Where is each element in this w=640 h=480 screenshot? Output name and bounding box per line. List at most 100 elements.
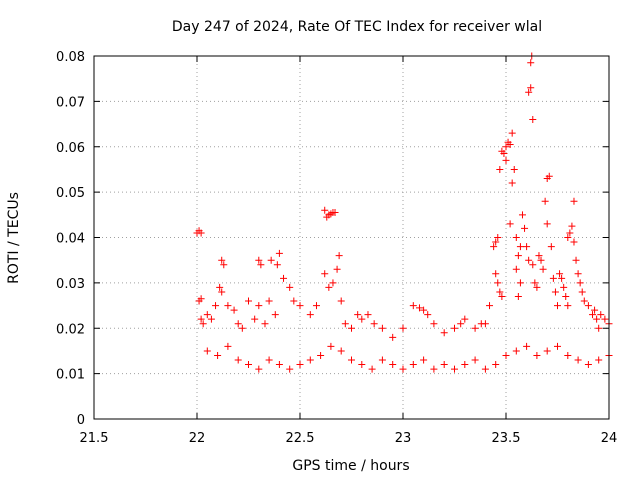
data-point [531,279,539,287]
data-point [525,256,533,264]
data-point [525,88,533,96]
data-point [576,279,584,287]
data-point [502,143,510,151]
data-point [440,361,448,369]
x-tick-label: 23 [395,431,412,446]
data-point [286,365,294,373]
data-point [409,361,417,369]
data-point [230,306,238,314]
data-point [527,84,535,92]
x-tick-labels: 21.5 22 22.5 23 23.5 24 [80,431,618,446]
data-point [321,270,329,278]
data-point [440,329,448,337]
data-point [593,315,601,323]
x-tick-label: 23.5 [492,431,521,446]
data-point [535,252,543,260]
data-point [529,261,537,269]
data-point [378,324,386,332]
data-point [506,220,514,228]
y-tick-label: 0.06 [56,141,85,156]
data-point [543,220,551,228]
data-point [514,252,522,260]
data-point [574,356,582,364]
data-point [203,311,211,319]
data-point [512,265,520,273]
data-point [518,211,526,219]
data-point [275,361,283,369]
data-point [554,342,561,350]
data-point [216,283,224,291]
data-point [354,311,362,319]
data-points [193,52,613,373]
data-point [420,306,428,314]
data-point [424,311,432,319]
data-point [207,315,215,323]
data-point [461,361,469,369]
data-point [471,356,479,364]
data-point [574,270,582,278]
data-point [541,197,549,205]
data-point [514,292,522,300]
data-point [572,256,580,264]
data-point [399,324,407,332]
data-point [370,320,378,328]
data-point [312,302,320,310]
data-point [523,243,531,251]
data-point [364,311,372,319]
data-point [516,279,524,287]
data-point [197,229,205,237]
data-point [584,361,592,369]
grid [94,56,609,419]
data-point [378,356,386,364]
data-point [537,256,545,264]
data-point [498,292,506,300]
data-point [333,265,341,273]
data-point [348,324,355,332]
data-point [562,292,570,300]
data-point [543,347,551,355]
data-point [564,234,572,241]
data-point [286,283,294,291]
plot-border [93,55,610,420]
data-point [275,249,283,257]
y-tick-label: 0 [77,413,85,428]
data-point [492,361,500,369]
y-axis-label: ROTI / TECUs [6,192,22,284]
data-point [570,197,578,205]
data-point [306,356,314,364]
data-point [251,315,259,323]
data-point [451,365,458,373]
data-point [508,129,516,137]
data-point [549,274,557,282]
data-point [197,295,205,303]
data-point [461,315,469,323]
data-point [224,342,232,350]
data-point [325,283,333,291]
data-point [512,234,520,241]
y-tick-label: 0.04 [56,232,85,247]
data-point [218,256,226,264]
y-tick-label: 0.02 [56,322,85,337]
data-point [457,320,465,328]
data-point [481,320,489,328]
data-point [415,304,423,312]
data-point [601,315,609,323]
data-point [238,324,246,332]
data-point [547,243,555,251]
data-point [296,302,304,310]
data-point [471,324,479,332]
data-point [348,356,355,364]
data-point [261,320,269,328]
data-point [335,252,343,260]
data-point [486,302,494,310]
data-point [265,297,273,305]
data-point [337,297,345,305]
data-point [273,261,281,269]
data-point [245,361,252,369]
data-point [218,288,226,296]
data-point [560,283,568,291]
data-point [265,356,273,364]
data-point [490,243,498,251]
data-point [290,297,298,305]
data-point [566,229,574,237]
